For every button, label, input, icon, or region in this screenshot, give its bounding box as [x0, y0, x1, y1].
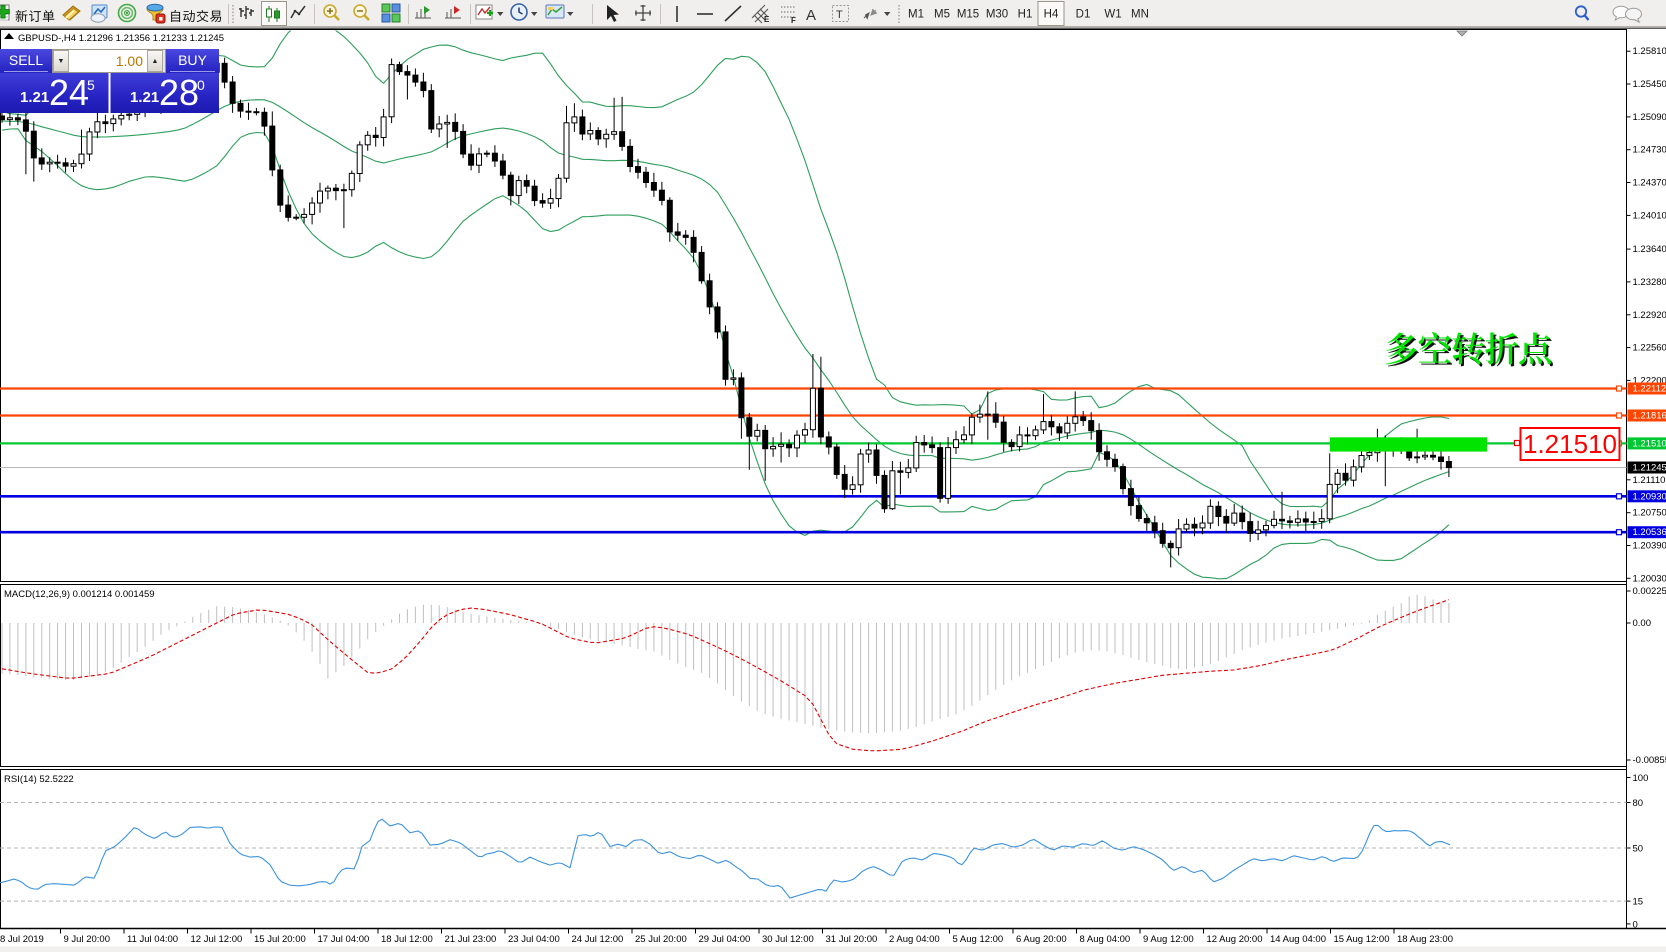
svg-text:1.20030: 1.20030	[1633, 573, 1666, 584]
svg-text:2 Aug 04:00: 2 Aug 04:00	[889, 934, 940, 945]
svg-text:5: 5	[87, 77, 95, 93]
svg-text:1.21510: 1.21510	[1633, 438, 1666, 449]
svg-text:1.21816: 1.21816	[1633, 411, 1666, 422]
svg-text:1.22560: 1.22560	[1633, 343, 1666, 354]
svg-text:M15: M15	[957, 9, 979, 21]
svg-text:0.00: 0.00	[1633, 618, 1652, 629]
svg-text:1.21: 1.21	[130, 89, 159, 106]
svg-text:30 Jul 12:00: 30 Jul 12:00	[762, 934, 814, 945]
svg-text:W1: W1	[1104, 9, 1121, 21]
svg-text:1.22920: 1.22920	[1633, 310, 1666, 321]
svg-text:28: 28	[159, 73, 199, 113]
svg-text:50: 50	[1633, 844, 1644, 855]
svg-text:M30: M30	[986, 9, 1008, 21]
svg-text:1.24730: 1.24730	[1633, 145, 1666, 156]
svg-text:25 Jul 20:00: 25 Jul 20:00	[635, 934, 687, 945]
svg-text:21 Jul 23:00: 21 Jul 23:00	[445, 934, 497, 945]
svg-text:31 Jul 20:00: 31 Jul 20:00	[826, 934, 878, 945]
svg-text:1.25810: 1.25810	[1633, 46, 1666, 57]
svg-text:15 Aug 12:00: 15 Aug 12:00	[1334, 934, 1390, 945]
svg-text:1.20930: 1.20930	[1633, 491, 1666, 502]
svg-text:1.22112: 1.22112	[1633, 384, 1666, 395]
svg-text:1.20536: 1.20536	[1633, 527, 1666, 538]
svg-text:F: F	[791, 16, 796, 25]
svg-text:8 Aug 04:00: 8 Aug 04:00	[1080, 934, 1131, 945]
svg-text:0: 0	[1633, 919, 1638, 930]
svg-text:9 Aug 12:00: 9 Aug 12:00	[1143, 934, 1194, 945]
svg-text:1.24370: 1.24370	[1633, 178, 1666, 189]
svg-text:12 Jul 12:00: 12 Jul 12:00	[191, 934, 243, 945]
svg-text:H4: H4	[1044, 9, 1059, 21]
svg-text:0.002256: 0.002256	[1633, 586, 1666, 597]
svg-text:E: E	[764, 15, 770, 24]
svg-text:24: 24	[49, 73, 89, 113]
svg-text:MN: MN	[1131, 9, 1149, 21]
svg-text:1.23280: 1.23280	[1633, 277, 1666, 288]
svg-text:GBPUSD-,H4 1.21296 1.21356 1.: GBPUSD-,H4 1.21296 1.21356 1.21233 1.212…	[18, 33, 224, 44]
svg-text:RSI(14) 52.5222: RSI(14) 52.5222	[4, 774, 74, 785]
svg-text:15 Jul 20:00: 15 Jul 20:00	[254, 934, 306, 945]
svg-text:1.20390: 1.20390	[1633, 541, 1666, 552]
svg-text:14 Aug 04:00: 14 Aug 04:00	[1270, 934, 1326, 945]
svg-text:0: 0	[197, 77, 205, 93]
svg-text:12 Aug 20:00: 12 Aug 20:00	[1207, 934, 1263, 945]
svg-text:80: 80	[1633, 798, 1644, 809]
svg-text:1.21110: 1.21110	[1633, 475, 1666, 486]
svg-text:1.21510: 1.21510	[1523, 429, 1617, 459]
svg-text:11 Jul 04:00: 11 Jul 04:00	[127, 934, 178, 945]
svg-text:18 Jul 12:00: 18 Jul 12:00	[381, 934, 433, 945]
svg-text:T: T	[836, 9, 843, 21]
svg-text:1.25450: 1.25450	[1633, 79, 1666, 90]
svg-text:9 Jul 20:00: 9 Jul 20:00	[64, 934, 110, 945]
svg-text:5 Aug 12:00: 5 Aug 12:00	[953, 934, 1004, 945]
svg-text:A: A	[806, 7, 816, 24]
svg-text:1.20750: 1.20750	[1633, 508, 1666, 519]
svg-text:18 Aug 23:00: 18 Aug 23:00	[1397, 934, 1453, 945]
svg-text:D1: D1	[1076, 9, 1091, 21]
svg-text:1.25090: 1.25090	[1633, 112, 1666, 123]
svg-text:1.22200: 1.22200	[1633, 375, 1666, 386]
svg-text:23 Jul 04:00: 23 Jul 04:00	[508, 934, 560, 945]
svg-text:M5: M5	[934, 9, 950, 21]
svg-text:1.24010: 1.24010	[1633, 210, 1666, 221]
svg-text:24 Jul 12:00: 24 Jul 12:00	[572, 934, 624, 945]
svg-text:100: 100	[1633, 773, 1649, 784]
svg-text:6 Aug 20:00: 6 Aug 20:00	[1016, 934, 1067, 945]
svg-text:29 Jul 04:00: 29 Jul 04:00	[699, 934, 751, 945]
svg-text:1.23640: 1.23640	[1633, 244, 1666, 255]
svg-text:1.21: 1.21	[20, 89, 49, 106]
svg-text:M1: M1	[908, 9, 924, 21]
svg-text:MACD(12,26,9) 0.001214 0.00145: MACD(12,26,9) 0.001214 0.001459	[4, 589, 155, 600]
svg-text:1.21245: 1.21245	[1633, 463, 1666, 474]
svg-text:17 Jul 04:00: 17 Jul 04:00	[318, 934, 370, 945]
svg-text:15: 15	[1633, 897, 1644, 908]
svg-text:-0.008553: -0.008553	[1633, 755, 1666, 766]
svg-text:H1: H1	[1018, 9, 1033, 21]
svg-text:8 Jul 2019: 8 Jul 2019	[0, 934, 44, 945]
